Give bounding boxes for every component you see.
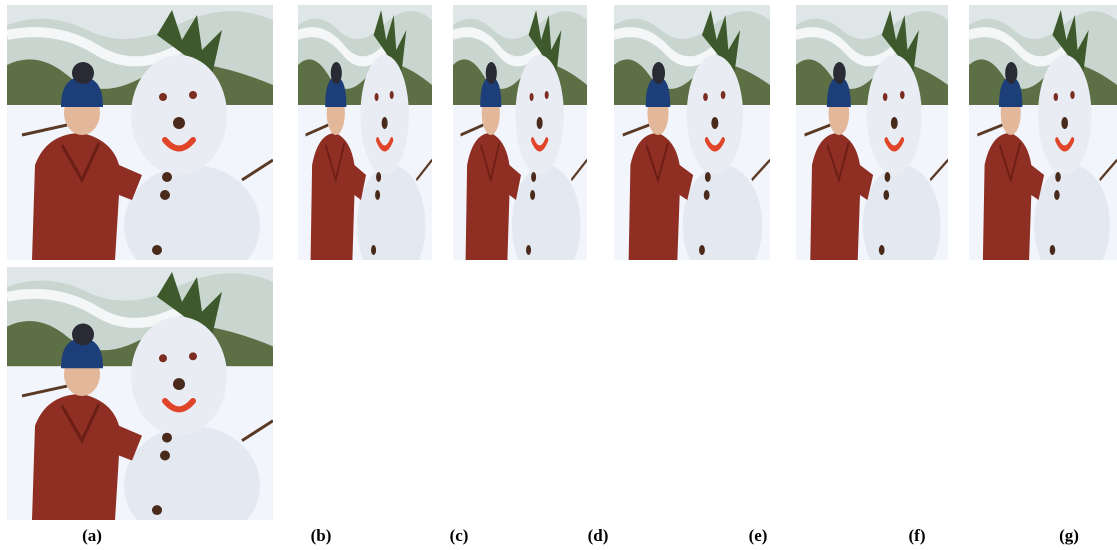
- caption: (b): [311, 526, 332, 545]
- caption: (d): [588, 526, 609, 545]
- photo: [614, 5, 770, 285]
- photo: [969, 5, 1117, 285]
- figure: (a) (b) (c) (d) (e) (f) (g): [0, 0, 1117, 550]
- photo: [453, 5, 587, 285]
- caption: (c): [450, 526, 469, 545]
- photo: [7, 267, 273, 545]
- photo: [796, 5, 948, 285]
- caption: (a): [82, 526, 102, 545]
- caption: (g): [1059, 526, 1079, 545]
- caption: (f): [909, 526, 926, 545]
- photo: [7, 5, 273, 285]
- caption: (e): [749, 526, 768, 545]
- photo: [298, 5, 432, 285]
